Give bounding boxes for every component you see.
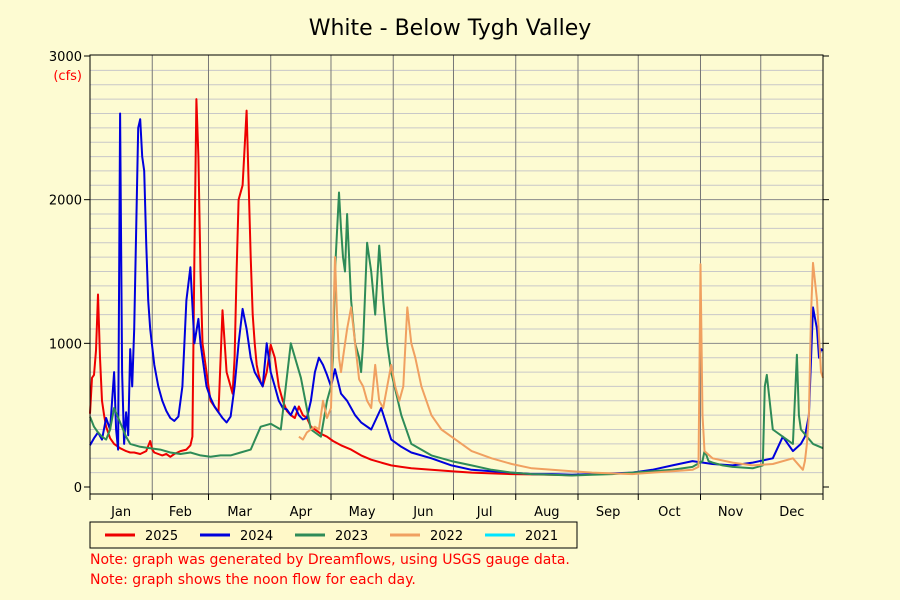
x-tick-label: Dec	[779, 505, 804, 520]
y-tick-label: 1000	[49, 337, 82, 352]
chart-title: White - Below Tygh Valley	[309, 16, 592, 41]
note-noon-flow: Note: graph shows the noon flow for each…	[90, 572, 416, 588]
legend-label-2025: 2025	[145, 529, 178, 544]
series-line-2023	[89, 191, 824, 477]
y-unit-label: (cfs)	[53, 69, 82, 84]
legend-label-2024: 2024	[240, 529, 273, 544]
series-line-2025	[89, 98, 573, 477]
x-tick-label: Oct	[658, 505, 680, 520]
y-tick-label: 3000	[49, 50, 82, 65]
legend: 2025 2024 2023 2022 2021	[89, 521, 578, 549]
x-tick-label: Nov	[718, 505, 744, 520]
legend-label-2021: 2021	[525, 529, 558, 544]
x-tick-label: Aug	[534, 505, 559, 520]
legend-label-2023: 2023	[335, 529, 368, 544]
axes: 0 1000 2000 3000 Jan Feb Mar Apr May Jun Jul Aug Sep…	[49, 50, 829, 520]
series-line-2024	[89, 112, 824, 476]
x-tick-label: Feb	[169, 505, 192, 520]
x-tick-label: Mar	[227, 505, 252, 520]
x-tick-label: Jan	[110, 505, 131, 520]
x-tick-label: Jul	[476, 505, 493, 520]
plot-lines	[89, 98, 824, 477]
y-tick-label: 0	[74, 481, 82, 496]
x-tick-label: Apr	[290, 505, 313, 520]
series-line-2022	[298, 256, 824, 476]
note-source: Note: graph was generated by Dreamflows,…	[90, 552, 570, 568]
x-tick-label: Jun	[412, 505, 433, 520]
plot-frame	[89, 54, 824, 495]
legend-label-2022: 2022	[430, 529, 463, 544]
x-tick-label: Sep	[596, 505, 621, 520]
y-tick-label: 2000	[49, 194, 82, 209]
x-tick-label: May	[349, 505, 376, 520]
